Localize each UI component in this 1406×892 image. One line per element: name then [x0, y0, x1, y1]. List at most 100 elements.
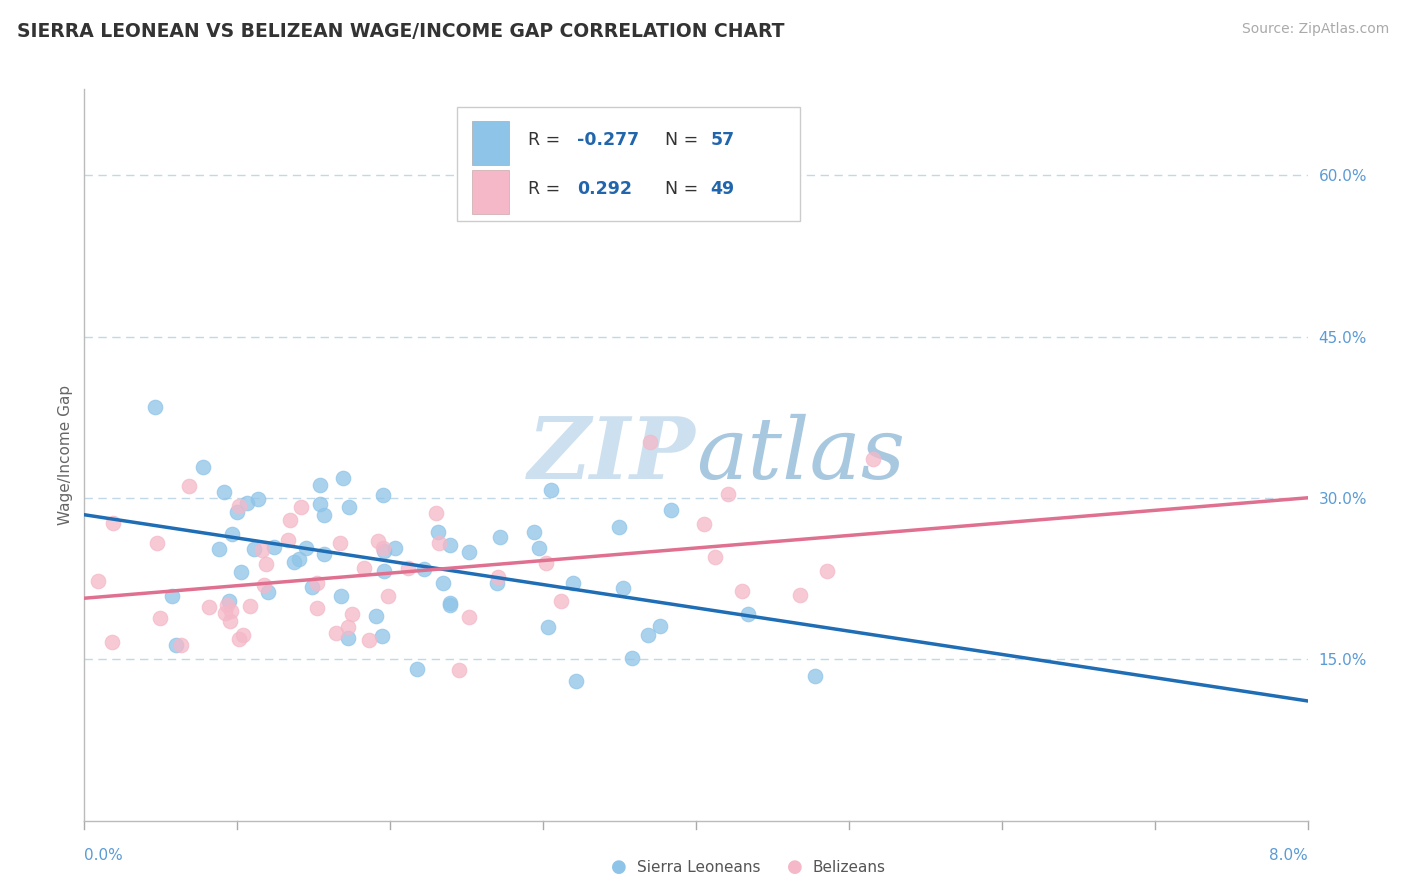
Point [486, 570, 509, 584]
Point [377, 589, 399, 603]
Point [208, 541, 231, 556]
Point [100, 635, 122, 649]
Point [621, 650, 644, 665]
Point [228, 499, 250, 513]
Text: N =: N = [665, 180, 704, 198]
Point [149, 611, 172, 625]
Text: Belizeans: Belizeans [813, 860, 886, 874]
Point [612, 581, 634, 595]
Point [256, 557, 278, 571]
Point [396, 561, 419, 575]
Point [295, 541, 318, 556]
Point [534, 556, 557, 570]
Text: R =: R = [529, 180, 572, 198]
Point [371, 629, 394, 643]
Point [336, 620, 359, 634]
Point [427, 536, 450, 550]
Point [290, 500, 312, 515]
Point [197, 600, 219, 615]
Point [239, 599, 262, 614]
Text: -0.277: -0.277 [578, 131, 640, 149]
Point [160, 589, 183, 603]
Point [439, 537, 461, 551]
Text: Sierra Leoneans: Sierra Leoneans [637, 860, 761, 874]
Point [257, 584, 280, 599]
Point [815, 564, 838, 578]
Point [804, 668, 827, 682]
Point [717, 486, 740, 500]
Point [565, 673, 588, 688]
Point [277, 533, 299, 547]
Point [405, 662, 427, 676]
Point [561, 575, 583, 590]
Point [731, 583, 754, 598]
Point [101, 516, 124, 530]
Point [301, 581, 323, 595]
Point [458, 544, 481, 558]
Point [214, 606, 236, 620]
Point [309, 497, 332, 511]
Point [250, 543, 273, 558]
Point [243, 542, 266, 557]
Point [312, 547, 335, 561]
Point [146, 535, 169, 549]
Text: 57: 57 [710, 131, 735, 149]
Point [371, 541, 394, 556]
Point [447, 663, 470, 677]
Point [413, 562, 436, 576]
Point [177, 479, 200, 493]
Point [367, 534, 389, 549]
Point [540, 483, 562, 497]
Point [638, 434, 661, 449]
Point [353, 560, 375, 574]
Point [229, 565, 252, 579]
Point [305, 600, 328, 615]
Point [737, 607, 759, 622]
Point [145, 401, 167, 415]
Point [373, 564, 395, 578]
Text: ZIP: ZIP [529, 413, 696, 497]
Text: Source: ZipAtlas.com: Source: ZipAtlas.com [1241, 22, 1389, 37]
Point [288, 552, 311, 566]
Text: atlas: atlas [696, 414, 905, 496]
Point [439, 598, 461, 612]
Point [661, 502, 683, 516]
Point [371, 487, 394, 501]
Text: 0.292: 0.292 [578, 180, 633, 198]
Point [228, 632, 250, 646]
Point [165, 638, 187, 652]
Point [232, 628, 254, 642]
Point [309, 478, 332, 492]
Point [523, 524, 546, 539]
Point [314, 508, 336, 522]
Point [283, 555, 305, 569]
Point [637, 627, 659, 641]
Text: ●: ● [610, 858, 627, 876]
Point [432, 576, 454, 591]
Text: ●: ● [786, 858, 803, 876]
Point [457, 609, 479, 624]
Point [246, 492, 269, 507]
Point [693, 517, 716, 532]
Point [439, 596, 461, 610]
Text: SIERRA LEONEAN VS BELIZEAN WAGE/INCOME GAP CORRELATION CHART: SIERRA LEONEAN VS BELIZEAN WAGE/INCOME G… [17, 22, 785, 41]
Point [703, 550, 725, 565]
Point [219, 614, 242, 628]
Point [862, 452, 884, 467]
Bar [472, 169, 509, 213]
FancyBboxPatch shape [457, 108, 800, 221]
Point [537, 620, 560, 634]
Point [278, 513, 301, 527]
Text: R =: R = [529, 131, 567, 149]
Point [489, 531, 512, 545]
Text: 8.0%: 8.0% [1268, 847, 1308, 863]
Point [236, 495, 259, 509]
Point [550, 593, 572, 607]
Point [648, 619, 671, 633]
Point [193, 460, 215, 475]
Point [340, 607, 363, 622]
Point [217, 599, 239, 613]
Point [212, 484, 235, 499]
Point [329, 535, 352, 549]
Point [366, 608, 388, 623]
